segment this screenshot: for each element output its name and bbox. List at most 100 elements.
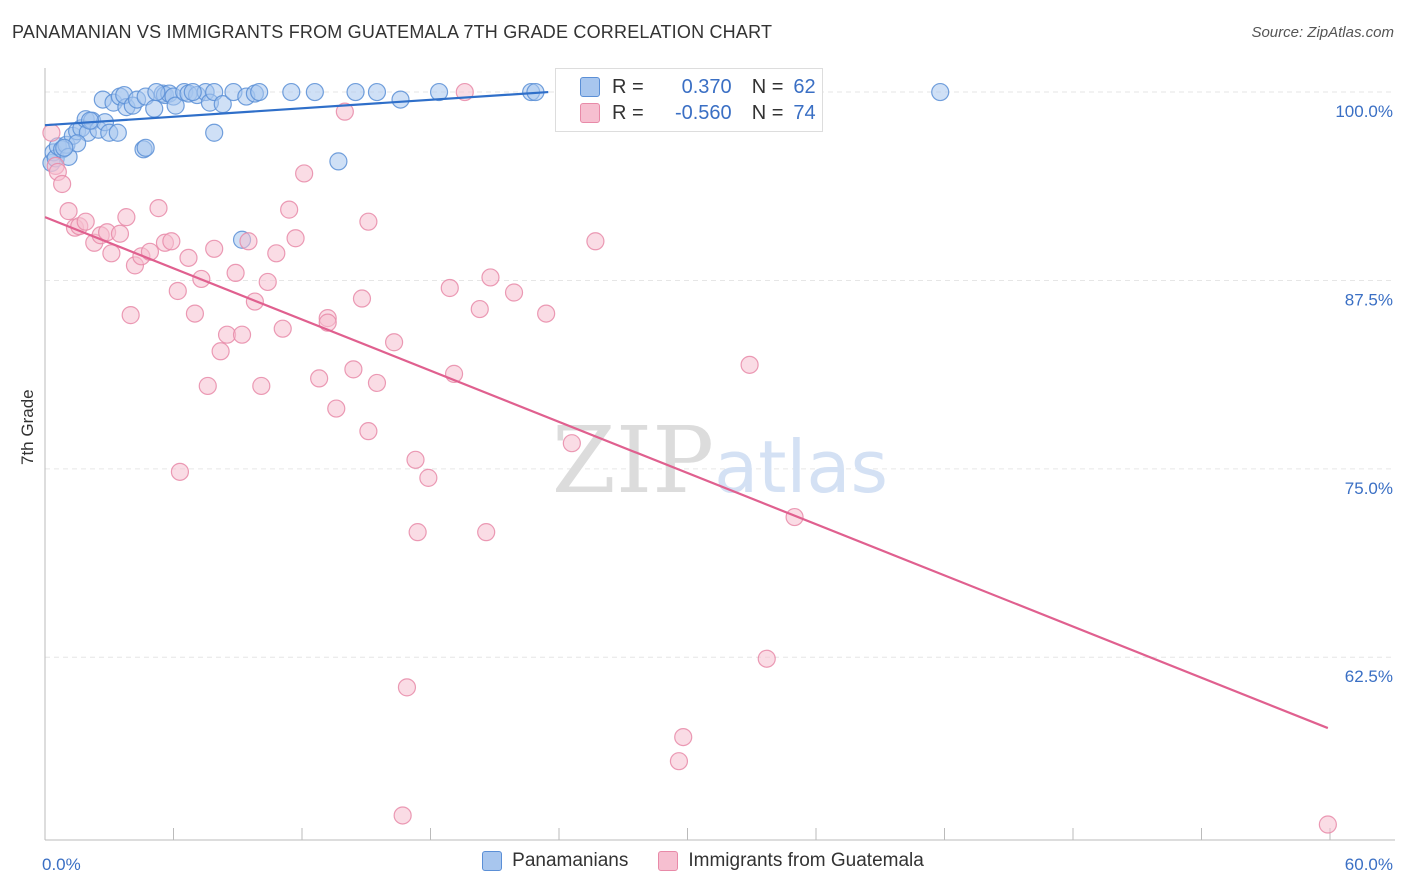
guatemala-point (205, 239, 224, 258)
guatemala-point (470, 299, 489, 319)
panamanian-trendline (44, 90, 549, 127)
guatemala-point (258, 272, 277, 292)
x-tick-label: 0.0% (42, 855, 81, 874)
guatemala-point (669, 752, 689, 771)
guatemala-point (740, 355, 759, 374)
guatemala-point (273, 319, 292, 338)
panamanian-point (183, 82, 202, 102)
guatemala-point (121, 306, 140, 325)
guatemala-point (406, 450, 425, 469)
guatemala-point (232, 325, 252, 344)
guatemala-point (76, 212, 95, 231)
legend-n-value: 62 (793, 75, 816, 98)
source-credit: Source: ZipAtlas.com (1251, 24, 1394, 41)
guatemala-point (310, 369, 329, 388)
panamanian-point (55, 138, 74, 157)
legend-item-panamanians: Panamanians (482, 850, 628, 872)
guatemala-point (481, 268, 500, 287)
guatemala-point (295, 164, 314, 183)
guatemala-point (674, 727, 693, 747)
watermark-text: ZIPatlas (552, 407, 888, 514)
guatemala-point (211, 342, 230, 361)
legend-n-value: 74 (793, 101, 816, 124)
guatemala-point (440, 278, 459, 298)
guatemala-point (53, 174, 72, 194)
guatemala-trendline (44, 216, 1329, 730)
chart-title: PANAMANIAN VS IMMIGRANTS FROM GUATEMALA … (12, 22, 773, 42)
y-tick-label: 62.5% (1345, 667, 1393, 686)
legend-swatch-pink (658, 851, 679, 871)
guatemala-point (226, 263, 245, 283)
panamanian-point (147, 82, 166, 102)
legend-swatch-pink (580, 103, 600, 123)
guatemala-point (344, 360, 363, 379)
panamanian-point (391, 90, 410, 109)
guatemala-point (327, 399, 346, 418)
panamanian-point (205, 123, 224, 142)
panamanian-point (136, 138, 155, 157)
legend-label-guatemala: Immigrants from Guatemala (688, 850, 924, 871)
legend-n-label: N = (751, 101, 784, 124)
guatemala-point (286, 229, 305, 248)
guatemala-point (252, 376, 271, 396)
panamanian-point (931, 82, 950, 102)
guatemala-point (1318, 815, 1337, 834)
guatemala-point (110, 224, 130, 243)
guatemala-point (419, 468, 438, 487)
panamanian-point (166, 96, 185, 115)
guatemala-point (477, 523, 496, 542)
guatemala-point (335, 102, 354, 121)
guatemala-point (185, 304, 205, 323)
legend-r-label: R = (612, 75, 644, 98)
guatemala-point (537, 304, 556, 323)
legend-n-label: N = (751, 75, 784, 98)
guatemala-point (168, 281, 187, 301)
legend-swatch-blue (482, 851, 503, 871)
panamanian-point (329, 152, 348, 171)
guatemala-point (239, 232, 258, 251)
guatemala-point (408, 523, 427, 542)
legend-item-guatemala: Immigrants from Guatemala (658, 850, 924, 872)
guatemala-point (102, 244, 121, 263)
panamanian-point (108, 123, 127, 142)
guatemala-point (59, 202, 78, 221)
legend-r-value: -0.560 (674, 101, 732, 124)
panamanian-point (367, 82, 387, 102)
legend-swatch-blue (580, 77, 600, 97)
legend-r-value: 0.370 (681, 75, 732, 98)
y-axis-label: 7th Grade (18, 389, 37, 465)
guatemala-point (504, 283, 524, 302)
panamanian-point (429, 82, 449, 102)
guatemala-point (384, 333, 404, 352)
panamanian-point (305, 82, 324, 102)
guatemala-point (359, 422, 378, 441)
guatemala-point (42, 123, 61, 142)
panamanian-point (282, 82, 301, 102)
x-tick-label: 60.0% (1345, 855, 1393, 874)
guatemala-point (586, 232, 605, 251)
y-tick-label: 100.0% (1335, 102, 1393, 121)
panamanian-point (250, 82, 269, 102)
guatemala-point (352, 289, 372, 308)
guatemala-point (367, 373, 387, 393)
guatemala-point (117, 208, 136, 227)
guatemala-point (170, 462, 190, 481)
guatemala-point (267, 244, 286, 263)
guatemala-point (359, 212, 378, 231)
panamanian-point (80, 111, 100, 130)
guatemala-point (397, 678, 417, 697)
correlation-legend: R = 0.370 N = 62 R = -0.560 N = 74 (555, 68, 823, 132)
legend-label-panamanians: Panamanians (512, 850, 629, 871)
legend-row-panamanians: R = 0.370 N = 62 (580, 75, 816, 99)
panamanian-point (346, 82, 365, 102)
series-legend: Panamanians Immigrants from Guatemala (0, 850, 1406, 872)
y-tick-label: 87.5% (1345, 290, 1393, 309)
y-tick-label: 75.0% (1345, 479, 1393, 498)
guatemala-point (140, 242, 160, 261)
guatemala-point (757, 649, 776, 668)
guatemala-point (393, 806, 412, 825)
guatemala-point (562, 434, 581, 453)
guatemala-point (280, 200, 299, 219)
guatemala-point (179, 248, 198, 267)
